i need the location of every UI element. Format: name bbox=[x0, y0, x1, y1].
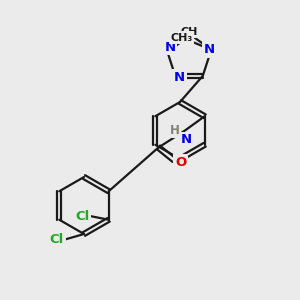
Text: H: H bbox=[170, 124, 180, 136]
Text: Cl: Cl bbox=[50, 233, 64, 246]
Text: N: N bbox=[165, 41, 176, 54]
Text: Cl: Cl bbox=[75, 210, 89, 223]
Text: O: O bbox=[175, 156, 186, 169]
Text: N: N bbox=[203, 43, 214, 56]
Text: CH₃: CH₃ bbox=[170, 33, 192, 43]
Text: N: N bbox=[174, 71, 185, 84]
Text: CH: CH bbox=[180, 27, 198, 37]
Text: N: N bbox=[181, 133, 192, 146]
